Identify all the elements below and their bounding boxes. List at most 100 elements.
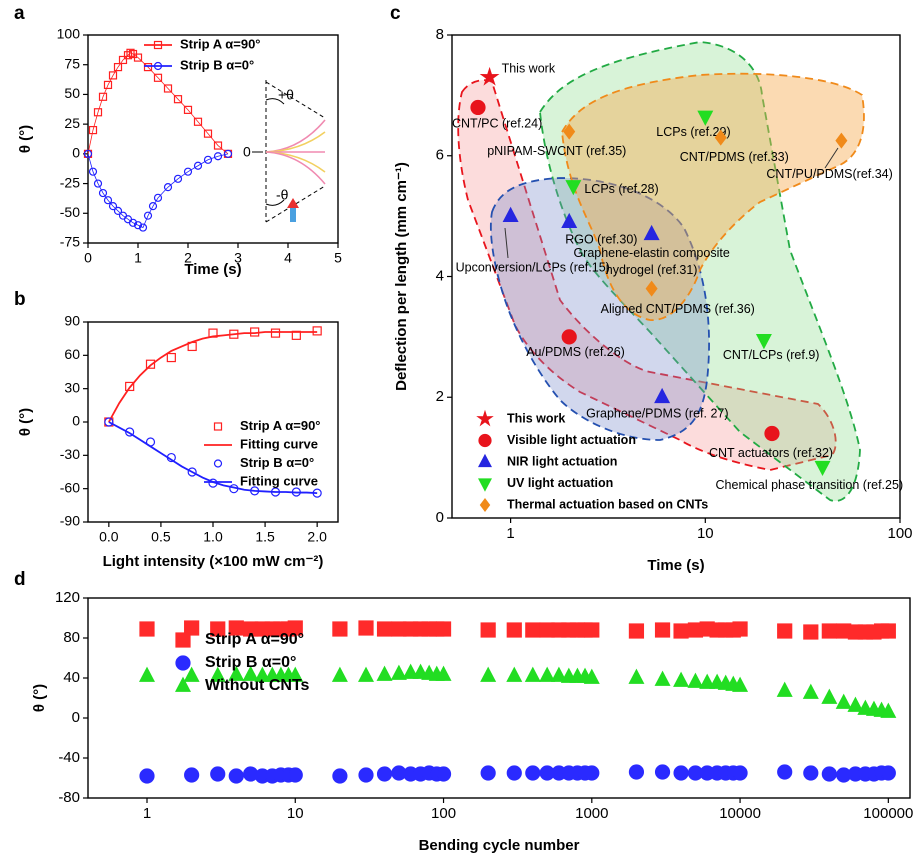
x-tick-label: 0.0 [99,529,119,545]
data-point [539,666,556,682]
data-point [183,167,193,176]
data-point [550,666,567,682]
point-label: CNT actuators (ref.32) [709,446,833,460]
inset-guide [265,185,326,223]
data-point [502,206,519,222]
panel-label: c [390,3,401,24]
data-point [203,155,213,164]
legend-marker [213,422,223,431]
data-point [270,328,281,338]
y-tick-label: -90 [60,513,80,529]
x-tick-label: 10000 [719,805,761,822]
legend-label: Thermal actuation based on CNTs [507,497,708,511]
point-label: CNT/PDMS (ref.33) [680,150,789,164]
data-point [332,621,348,637]
data-point [203,129,213,138]
region-visible [457,79,837,471]
data-point [223,149,233,158]
data-point [287,620,303,636]
data-point [803,765,819,781]
data-point [561,329,577,345]
inset-guide [265,81,326,119]
region-group [457,41,865,502]
legend-label: Without CNTs [205,677,310,694]
data-point [184,620,200,636]
y-tick-label: 50 [64,85,80,101]
data-point [654,670,671,686]
data-point [93,179,103,188]
data-point [358,620,374,636]
data-point [287,767,303,783]
data-point [470,99,486,116]
data-point [113,206,123,216]
data-point [242,665,259,681]
point-label: Upconversion/LCPs (ref.15) [456,260,610,274]
data-point [777,623,793,639]
y-axis-title: θ (°) [17,125,34,153]
y-tick-label: 30 [64,379,80,395]
y-tick-label: -80 [58,789,80,806]
legend-marker [479,498,491,512]
data-point [835,132,848,149]
data-point [163,183,173,192]
data-point [732,621,748,637]
data-point [145,359,156,369]
data-point [814,460,831,477]
data-point [183,666,200,682]
leader-line [504,227,509,259]
panel-label: a [14,3,25,24]
data-point [480,765,496,781]
data-point [331,666,348,682]
data-point [376,766,393,782]
data-point [506,765,522,781]
data-point [506,622,522,638]
data-point [802,683,819,699]
data-point [139,768,155,784]
data-point [835,693,852,709]
y-tick-label: 0 [72,145,80,161]
x-tick-label: 1 [134,250,142,266]
plot-frame [87,34,339,244]
data-point [880,623,896,639]
data-point [193,161,203,170]
point-label: LCPs (ref.29) [656,125,730,139]
data-point [847,696,864,712]
light-arrow-head [287,198,299,208]
data-point [184,767,200,783]
data-point [714,129,727,146]
data-point [173,95,183,104]
legend-marker [175,632,191,648]
y-tick-label: -30 [60,446,80,462]
data-point [93,108,103,117]
x-tick-label: 1.0 [203,529,223,545]
legend-label: UV light actuation [507,476,613,490]
data-point [209,666,226,682]
legend-label: Fitting curve [240,436,318,451]
y-tick-label: 25 [64,115,80,131]
point-label: LCPs (ref.28) [584,182,658,196]
data-point [143,211,153,220]
data-point [173,174,183,183]
data-point [402,663,419,679]
x-axis-title: Light intensity (×100 mW cm⁻²) [103,553,324,570]
y-tick-label: 40 [63,669,80,686]
point-label: CNT/PU/PDMS(ref.34) [766,167,892,181]
x-tick-label: 10 [287,805,304,822]
x-axis-title: Bending cycle number [419,837,580,854]
legend-label: Strip B α=0° [205,654,296,671]
data-point [755,334,772,350]
data-point [584,622,600,638]
data-point [525,765,541,781]
data-point [123,51,133,60]
point-label: CNT/PC (ref.24) [452,117,542,131]
x-tick-label: 4 [284,250,292,266]
data-point [133,221,143,230]
x-tick-label: 100000 [863,805,913,822]
data-point [628,668,645,684]
x-tick-label: 100 [887,525,912,542]
plot-frame [87,597,911,799]
legend-label: Strip A α=90° [240,418,321,433]
legend-marker [478,478,492,492]
